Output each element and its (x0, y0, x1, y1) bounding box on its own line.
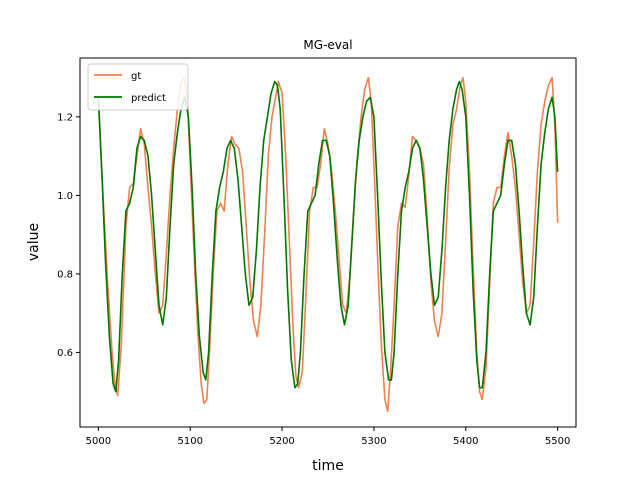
x-tick-label: 5500 (545, 436, 570, 447)
series-line-predict (97, 80, 559, 393)
x-axis-label: time (312, 458, 344, 474)
y-tick-label: 1.0 (57, 191, 73, 202)
plot-area (79, 57, 577, 428)
y-axis-label: value (26, 223, 42, 261)
legend: gt predict (87, 63, 189, 111)
x-tick-label: 5300 (361, 436, 386, 447)
y-tick-label: 0.8 (57, 269, 73, 280)
x-tick-label: 5200 (269, 436, 294, 447)
y-tick-label: 1.2 (57, 112, 73, 123)
legend-label-predict: predict (131, 93, 166, 104)
plot-background (80, 58, 576, 427)
chart-title: MG-eval (303, 38, 352, 52)
x-tick-label: 5000 (86, 436, 111, 447)
x-tick-label: 5100 (177, 436, 202, 447)
y-axis: 0.6 0.8 1.0 1.2 (57, 112, 80, 359)
y-tick-label: 0.6 (57, 348, 73, 359)
plot-frame (79, 57, 577, 428)
x-tick-label: 5400 (453, 436, 478, 447)
x-axis: 5000 5100 5200 5300 5400 5500 (86, 427, 570, 447)
legend-label-gt: gt (131, 71, 141, 82)
